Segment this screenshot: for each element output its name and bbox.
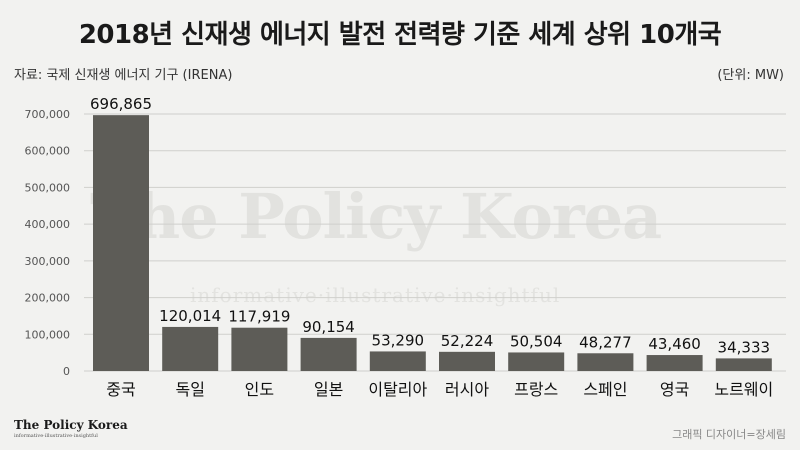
x-category-label: 일본 [314,380,343,399]
x-category-label: 영국 [660,380,689,399]
bar [439,351,495,371]
y-tick-label: 100,000 [25,328,71,341]
bar-value-label: 50,504 [510,332,563,350]
bar [300,337,357,371]
y-tick-label: 600,000 [25,145,71,158]
bar-value-label: 53,290 [372,331,425,349]
y-tick-label: 500,000 [25,181,71,194]
x-category-label: 중국 [106,380,135,399]
source-note: 자료: 국제 신재생 에너지 기구 (IRENA) [14,68,233,83]
bar-value-label: 696,865 [90,95,152,113]
bar [715,358,772,371]
logo: The Policy Korea [14,418,128,432]
bar [162,326,219,371]
bar-value-label: 43,460 [648,335,701,353]
bar [508,352,565,371]
y-tick-label: 300,000 [25,255,71,268]
x-category-label: 프랑스 [514,380,558,399]
bar [646,355,703,371]
bar [369,351,426,371]
watermark-tagline: informative·illustrative·insightful [190,283,561,307]
bar-value-label: 90,154 [302,318,355,336]
bar-value-label: 52,224 [441,332,494,350]
y-tick-label: 0 [63,365,70,378]
bar-value-label: 117,919 [228,308,290,326]
y-tick-label: 400,000 [25,218,71,231]
bar [231,327,288,371]
x-category-label: 이탈리아 [368,380,427,399]
y-tick-label: 200,000 [25,292,71,305]
chart-title: 2018년 신재생 에너지 발전 전력량 기준 세계 상위 10개국 [78,20,722,50]
watermark: The Policy Korea [90,180,662,253]
logo-tagline: informative·illustrative·insightful [14,433,98,439]
bar [93,115,149,371]
x-category-label: 노르웨이 [714,380,773,399]
designer-credit: 그래픽 디자이너=장세림 [672,428,786,441]
bar [577,353,634,371]
bar-value-label: 48,277 [579,333,632,351]
unit-note: (단위: MW) [717,68,784,83]
x-category-label: 독일 [175,380,204,399]
x-category-label: 러시아 [445,380,489,399]
bar-value-label: 34,333 [718,338,771,356]
x-category-label: 인도 [245,380,274,399]
x-category-label: 스페인 [583,380,627,399]
y-tick-label: 700,000 [25,108,71,121]
bar-value-label: 120,014 [159,307,221,325]
